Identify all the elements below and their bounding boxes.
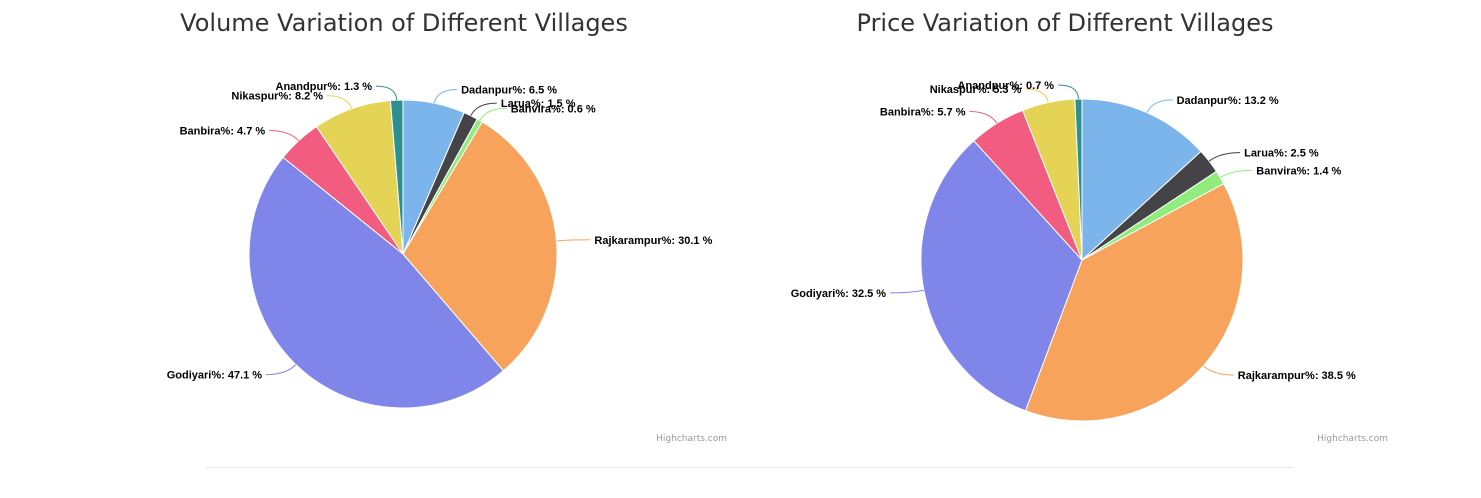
- credits-link[interactable]: Highcharts.com: [1317, 434, 1388, 444]
- data-label: Banbira%: 5.7 %: [880, 107, 966, 119]
- chart-title: Volume Variation of Different Villages: [180, 9, 628, 37]
- connector-line: [269, 130, 299, 142]
- pie-slice-dadanpur[interactable]: [1081, 98, 1202, 261]
- data-label: Nikaspur%: 5.3 %: [930, 84, 1022, 96]
- connector-line: [556, 239, 591, 242]
- data-label: Larua%: 1.5 %: [501, 98, 576, 110]
- data-label: Rajkarampur%: 38.5 %: [1238, 370, 1356, 382]
- connector-line: [433, 89, 458, 104]
- divider: [205, 467, 1293, 468]
- data-label: Anandpur%: 0.7 %: [958, 80, 1055, 92]
- connector-line: [1219, 169, 1253, 178]
- connector-line: [1208, 152, 1241, 162]
- data-label: Anandpur%: 1.3 %: [276, 81, 373, 93]
- connector-line: [327, 95, 353, 109]
- data-label: Dadanpur%: 6.5 %: [461, 85, 557, 97]
- data-label: Dadanpur%: 13.2 %: [1177, 95, 1279, 107]
- connector-line: [479, 107, 507, 121]
- data-label: Rajkarampur%: 30.1 %: [594, 235, 712, 247]
- volume-pie-chart: Volume Variation of Different Villages D…: [79, 0, 729, 460]
- volume-pie-svg: Dadanpur%: 6.5 %Larua%: 1.5 %Banvira%: 0…: [167, 81, 713, 409]
- connector-line: [969, 111, 998, 124]
- price-pie-svg: Dadanpur%: 13.2 % Larua%: 2.5 % Banvira%: …: [791, 80, 1356, 422]
- connector-line: [1146, 99, 1173, 113]
- connector-line: [1058, 84, 1079, 100]
- price-pie-chart: Price Variation of Different Villages Da…: [740, 0, 1390, 460]
- pie-slice-rajkarampur[interactable]: [402, 121, 558, 372]
- connector-line: [1202, 365, 1234, 376]
- connector-line: [1025, 88, 1049, 103]
- data-label: Banvira%: 1.4 %: [1256, 165, 1341, 177]
- connector-line: [266, 364, 297, 376]
- connector-line: [376, 85, 398, 101]
- data-label: Nikaspur%: 8.2 %: [231, 91, 323, 103]
- data-label: Godiyari%: 32.5 %: [791, 288, 887, 300]
- pie-slice-anandpur[interactable]: [389, 99, 404, 255]
- data-label: Banbira%: 4.7 %: [180, 126, 266, 138]
- chart-title: Price Variation of Different Villages: [856, 9, 1274, 37]
- pie-slice-godiyari[interactable]: [248, 156, 504, 409]
- credits-link[interactable]: Highcharts.com: [656, 434, 727, 444]
- pie-slice-anandpur[interactable]: [1074, 98, 1083, 261]
- data-label: Banvira%: 0.6 %: [511, 103, 596, 115]
- connector-line: [890, 289, 924, 294]
- pie-slice-rajkarampur[interactable]: [1024, 183, 1244, 422]
- data-label: Larua%: 2.5 %: [1244, 148, 1319, 160]
- data-label: Godiyari%: 47.1 %: [167, 370, 263, 382]
- connector-line: [470, 102, 497, 116]
